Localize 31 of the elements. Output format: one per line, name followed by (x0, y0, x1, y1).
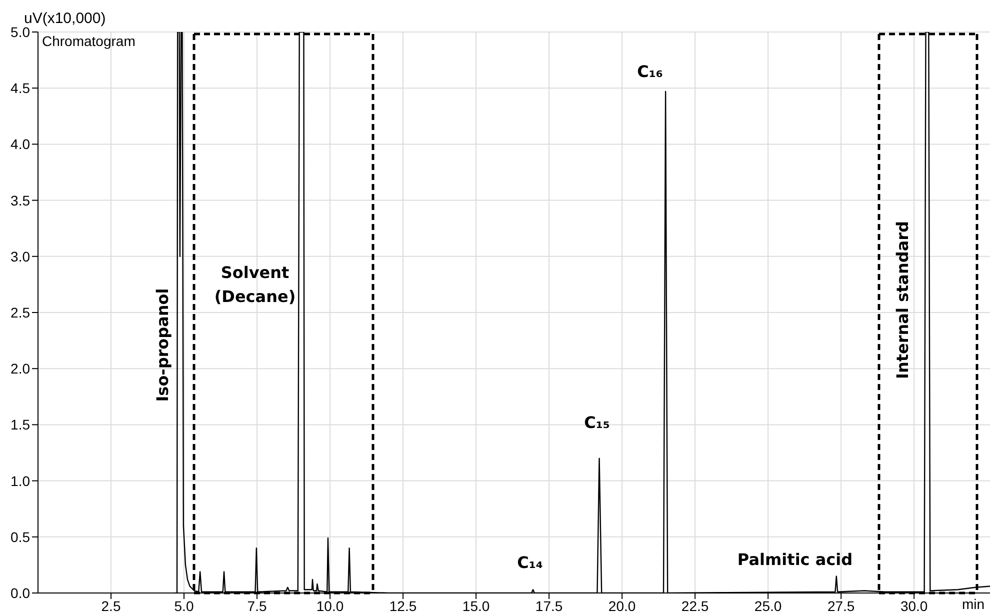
x-tick-label: 22.5 (681, 598, 709, 614)
y-tick-label: 4.0 (10, 136, 30, 152)
annotation: C₁₆ (637, 61, 663, 83)
x-tick-label: 17.5 (535, 598, 563, 614)
x-tick-label: 12.5 (389, 598, 417, 614)
x-tick-label: 27.5 (827, 598, 855, 614)
annotation: Iso-propanol (152, 288, 173, 402)
y-tick-label: 4.5 (10, 80, 30, 96)
y-tick-label: 1.5 (10, 416, 30, 433)
annotation: Chromatogram (42, 33, 136, 49)
y-tick-label: 0.5 (10, 528, 30, 545)
annotation: Palmitic acid (737, 549, 853, 571)
x-axis-title: min (962, 596, 985, 612)
y-tick-label: 3.5 (10, 192, 30, 208)
x-tick-label: 7.5 (247, 598, 267, 614)
annotation: C₁₅ (584, 412, 610, 434)
x-tick-label: 25.0 (754, 598, 782, 614)
y-tick-label: 0.0 (10, 584, 30, 601)
annotation: Solvent (Decane) (214, 262, 296, 308)
y-tick-label: 2.0 (10, 360, 30, 377)
x-tick-label: 20.0 (608, 598, 636, 614)
x-tick-label: 15.0 (462, 598, 490, 614)
x-tick-label: 2.5 (101, 598, 121, 614)
x-tick-label: 5.0 (174, 598, 194, 614)
y-tick-label: 1.0 (10, 472, 30, 489)
x-tick-label: 10.0 (316, 598, 344, 614)
x-tick-label: 30.0 (900, 598, 928, 614)
y-tick-label: 2.5 (10, 304, 30, 320)
annotation: C₁₄ (517, 552, 543, 574)
y-tick-label: 3.0 (10, 248, 30, 264)
annotation: Internal standard (892, 221, 913, 379)
